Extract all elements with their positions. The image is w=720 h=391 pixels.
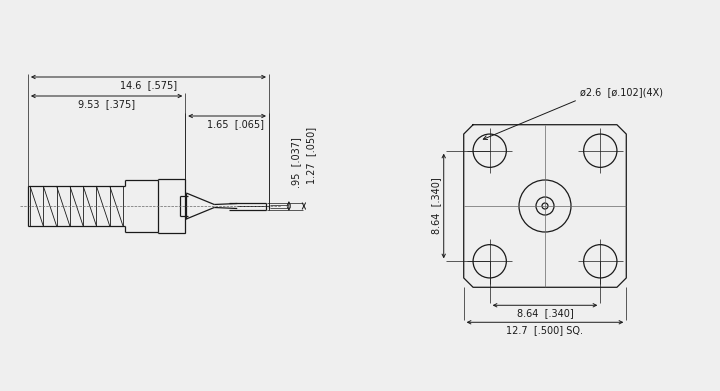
Text: 8.64  [.340]: 8.64 [.340] [431, 178, 441, 234]
Circle shape [542, 203, 548, 209]
Text: 14.6  [.575]: 14.6 [.575] [120, 80, 177, 90]
Text: 8.64  [.340]: 8.64 [.340] [517, 308, 573, 318]
Text: 1.27  [.050]: 1.27 [.050] [306, 127, 316, 184]
Text: 9.53  [.375]: 9.53 [.375] [78, 99, 135, 109]
Text: ø2.6  [ø.102](4X): ø2.6 [ø.102](4X) [580, 87, 663, 97]
Text: 12.7  [.500] SQ.: 12.7 [.500] SQ. [506, 325, 583, 335]
Text: 1.65  [.065]: 1.65 [.065] [207, 119, 264, 129]
Text: .95  [.037]: .95 [.037] [291, 137, 301, 188]
